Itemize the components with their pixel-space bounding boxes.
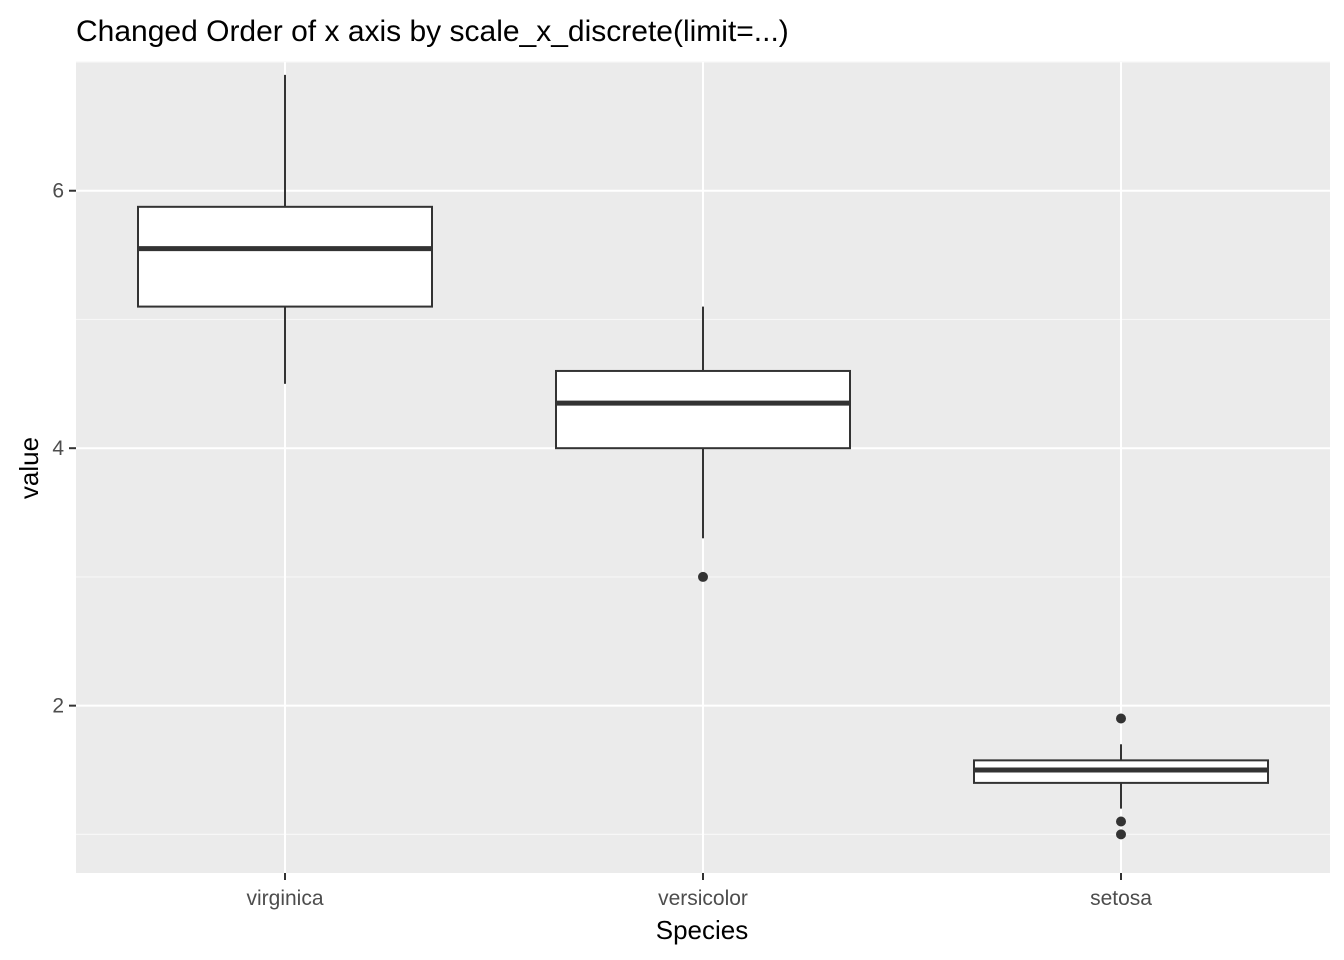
x-tick-label: virginica xyxy=(246,887,323,910)
box-virginica xyxy=(137,74,433,384)
iqr-box xyxy=(137,205,433,308)
iqr-box xyxy=(555,369,851,450)
y-tick-label: 4 xyxy=(52,437,64,460)
box-setosa xyxy=(973,713,1269,840)
box-series xyxy=(137,74,1269,840)
chart-title: Changed Order of x axis by scale_x_discr… xyxy=(76,15,789,48)
y-axis-title: value xyxy=(14,437,44,499)
x-tick-label: versicolor xyxy=(658,887,748,910)
y-axis: 2 4 6 xyxy=(52,180,76,718)
outlier-point xyxy=(1116,816,1126,827)
x-axis: virginica versicolor setosa xyxy=(246,873,1152,910)
x-axis-title: Species xyxy=(656,915,749,945)
outlier-point xyxy=(1116,713,1126,724)
outlier-point xyxy=(1116,829,1126,840)
y-tick-label: 6 xyxy=(52,180,64,203)
box-versicolor xyxy=(555,306,851,582)
y-tick-label: 2 xyxy=(52,695,64,718)
outlier-point xyxy=(698,571,708,582)
x-tick-label: setosa xyxy=(1090,887,1152,910)
